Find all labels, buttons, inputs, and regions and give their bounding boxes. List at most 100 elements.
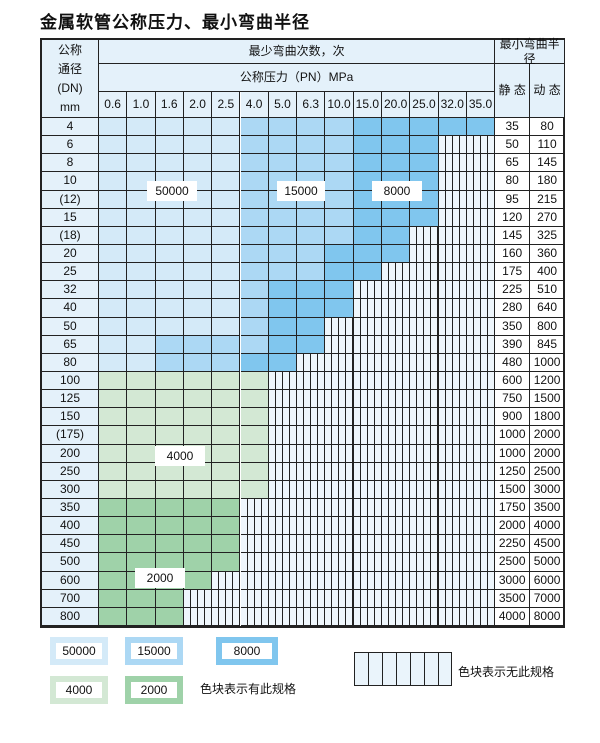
spec-cell [127, 335, 156, 354]
legend-swatch-2000: 2000 [125, 676, 183, 704]
dynamic-radius-cell: 4500 [530, 535, 565, 554]
spec-cell [410, 118, 439, 137]
pressure-col-header: 20.0 [382, 92, 411, 118]
spec-cell [99, 517, 128, 536]
no-spec-cell [438, 208, 467, 227]
spec-cell [353, 263, 382, 282]
cycles-label-8000: 8000 [372, 181, 422, 201]
spec-cell [212, 245, 241, 264]
spec-cell [99, 480, 128, 499]
spec-cell [183, 317, 213, 336]
spec-cell [325, 281, 354, 300]
dynamic-radius-cell: 800 [530, 317, 565, 336]
spec-cell [127, 136, 156, 155]
dn-cell: 50 [42, 317, 99, 336]
no-spec-cell [438, 245, 467, 264]
spec-cell [353, 118, 382, 137]
dn-cell: 450 [42, 535, 99, 554]
radius-header: 最小弯曲半径 [495, 37, 565, 66]
spec-cell [99, 535, 128, 554]
pressure-col-header: 2.5 [212, 92, 241, 118]
no-spec-cell [297, 607, 326, 626]
no-spec-cell [325, 571, 354, 590]
no-spec-cell [297, 444, 326, 463]
no-spec-cell [410, 571, 439, 590]
static-radius-cell: 175 [495, 263, 531, 282]
no-spec-cell [466, 208, 496, 227]
no-spec-cell [268, 390, 298, 409]
dn-cell: 20 [42, 245, 99, 264]
no-spec-cell [353, 317, 382, 336]
dn-cell: 25 [42, 263, 99, 282]
dynamic-radius-cell: 1000 [530, 353, 565, 372]
no-spec-cell [466, 353, 496, 372]
spec-cell [127, 245, 156, 264]
no-spec-cell [438, 517, 467, 536]
no-spec-cell [268, 517, 298, 536]
spec-cell [155, 589, 184, 608]
no-spec-cell [353, 553, 382, 572]
dynamic-radius-cell: 2000 [530, 444, 565, 463]
cycles-label-2000: 2000 [135, 568, 185, 588]
dynamic-radius-cell: 4000 [530, 517, 565, 536]
spec-cell [183, 208, 213, 227]
no-spec-cell [268, 553, 298, 572]
spec-cell [382, 136, 411, 155]
spec-cell [127, 444, 156, 463]
spec-cell [240, 263, 269, 282]
spec-cell [127, 118, 156, 137]
spec-cell [268, 299, 298, 318]
legend-hatch-swatch [354, 652, 452, 686]
static-radius-cell: 3000 [495, 571, 531, 590]
no-spec-cell [325, 462, 354, 481]
no-spec-cell [297, 390, 326, 409]
spec-cell [127, 299, 156, 318]
spec-cell [127, 408, 156, 427]
legend-swatch-8000: 8000 [216, 637, 278, 665]
spec-cell [99, 444, 128, 463]
no-spec-cell [466, 571, 496, 590]
dynamic-radius-cell: 180 [530, 172, 565, 191]
no-spec-cell [438, 589, 467, 608]
spec-cell [297, 317, 326, 336]
no-spec-cell [466, 517, 496, 536]
spec-cell [155, 517, 184, 536]
no-spec-cell [353, 589, 382, 608]
dynamic-radius-cell: 80 [530, 118, 565, 137]
static-radius-cell: 2000 [495, 517, 531, 536]
spec-cell [240, 390, 269, 409]
spec-cell [268, 136, 298, 155]
no-spec-cell [438, 426, 467, 445]
spec-cell [297, 226, 326, 245]
no-spec-cell [240, 589, 269, 608]
dynamic-radius-cell: 3000 [530, 480, 565, 499]
no-spec-cell [466, 190, 496, 209]
no-spec-cell [438, 390, 467, 409]
no-spec-cell [325, 517, 354, 536]
no-spec-cell [325, 553, 354, 572]
static-radius-cell: 390 [495, 335, 531, 354]
spec-cell [99, 607, 128, 626]
spec-cell [183, 245, 213, 264]
spec-cell [268, 154, 298, 173]
spec-cell [99, 245, 128, 264]
spec-cell [212, 317, 241, 336]
no-spec-cell [297, 372, 326, 391]
no-spec-cell [466, 335, 496, 354]
spec-cell [297, 208, 326, 227]
spec-cell [212, 299, 241, 318]
spec-cell [382, 154, 411, 173]
no-spec-cell [466, 589, 496, 608]
spec-cell [353, 208, 382, 227]
spec-cell [99, 299, 128, 318]
spec-cell [268, 226, 298, 245]
no-spec-cell [438, 172, 467, 191]
no-spec-cell [438, 553, 467, 572]
spec-cell [183, 335, 213, 354]
spec-cell [297, 335, 326, 354]
static-radius-cell: 2500 [495, 553, 531, 572]
spec-cell [99, 208, 128, 227]
spec-cell [183, 390, 213, 409]
no-spec-cell [353, 517, 382, 536]
no-spec-cell [297, 589, 326, 608]
